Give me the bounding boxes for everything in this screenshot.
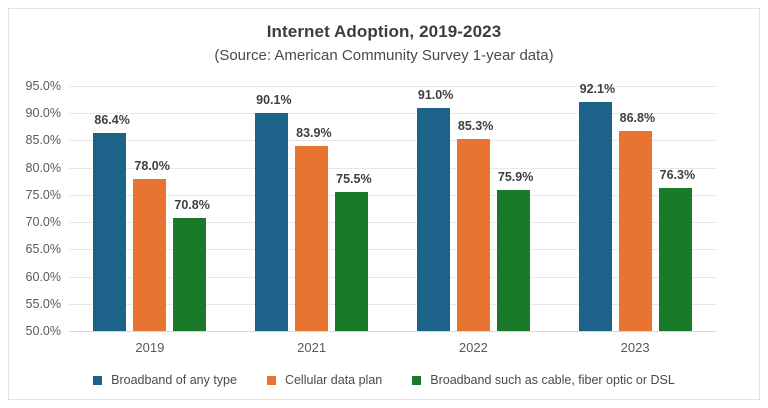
legend-label: Broadband such as cable, fiber optic or … [430, 373, 675, 387]
chart-legend: Broadband of any type Cellular data plan B… [9, 373, 759, 387]
y-axis-tick-label: 90.0% [25, 106, 61, 121]
legend-label: Cellular data plan [284, 373, 383, 387]
legend-swatch-icon [93, 375, 103, 385]
gridline [69, 249, 716, 251]
bar-value-label: 70.8% [174, 197, 210, 212]
y-axis-tick-label: 70.0% [25, 215, 61, 230]
x-axis-tick-label: 2023 [620, 340, 650, 355]
gridline [69, 86, 716, 87]
title-block: Internet Adoption, 2019-2023 (Source: Am… [9, 21, 759, 67]
y-axis-tick-label: 95.0% [25, 79, 61, 93]
y-axis-tick-label: 80.0% [25, 160, 61, 175]
bar[interactable] [578, 101, 612, 331]
bar[interactable] [618, 130, 652, 331]
legend-item[interactable]: Cellular data plan [266, 373, 383, 387]
bar-group: 91.0% 85.3% 75.9% 2022 [393, 86, 555, 355]
bar[interactable] [93, 132, 127, 331]
legend-item[interactable]: Broadband of any type [93, 373, 237, 387]
bar-group: 92.1% 86.8% 76.3% 2023 [554, 82, 716, 355]
gridline [69, 167, 716, 169]
y-axis-tick-label: 75.0% [25, 187, 61, 202]
legend-label: Broadband of any type [111, 373, 237, 387]
bar-value-label: 76.3% [659, 167, 696, 182]
legend-swatch-icon [412, 375, 422, 385]
y-axis-tick-label: 65.0% [25, 242, 61, 257]
bar-value-label: 75.5% [336, 172, 372, 187]
x-axis-tick-label: 2019 [135, 340, 165, 355]
page-title: Internet Adoption, 2019-2023 [266, 22, 502, 41]
y-axis-tick-label: 60.0% [25, 269, 61, 284]
legend-swatch-icon [266, 375, 276, 385]
gridline [69, 303, 716, 305]
bar-value-label: 85.3% [457, 118, 494, 133]
bar-value-label: 83.9% [296, 126, 332, 141]
bar-group: 86.4% 78.0% 70.8% 2019 [69, 86, 231, 355]
gridline [69, 194, 716, 196]
gridline [69, 331, 716, 332]
legend-item[interactable]: Broadband such as cable, fiber optic or … [412, 373, 675, 387]
bar-value-label: 92.1% [579, 81, 616, 96]
bar[interactable] [335, 192, 369, 331]
bar[interactable] [133, 178, 167, 331]
bar[interactable] [416, 107, 450, 331]
gridline [69, 113, 716, 115]
bar[interactable] [456, 138, 490, 331]
y-axis-tick-label: 85.0% [25, 133, 61, 148]
chart-frame: Internet Adoption, 2019-2023 (Source: Am… [8, 8, 760, 400]
bar-group: 90.1% 83.9% 75.5% 2021 [231, 86, 393, 355]
bar-value-label: 78.0% [134, 158, 170, 173]
bar[interactable] [255, 112, 289, 331]
gridline [69, 222, 716, 224]
bar-value-label: 75.9% [497, 169, 534, 184]
bar[interactable] [173, 217, 207, 331]
chart-subtitle: (Source: American Community Survey 1-yea… [214, 47, 554, 64]
gridline [69, 140, 716, 142]
bar[interactable] [658, 187, 692, 331]
bar-value-label: 86.4% [94, 112, 130, 127]
bar[interactable] [496, 190, 530, 331]
bar-value-label: 91.0% [417, 87, 454, 102]
plot-area: 95.0% 90.0% 85.0% 80.0% 75.0% 70.0% 65.0% 60.0%… [26, 79, 716, 355]
bar-value-label: 86.8% [619, 110, 656, 125]
bar-value-label: 90.1% [256, 92, 292, 107]
x-axis-tick-label: 2022 [458, 340, 488, 355]
x-axis-tick-label: 2021 [297, 340, 327, 355]
y-axis-tick-label: 50.0% [25, 324, 61, 338]
gridline [69, 276, 716, 278]
y-axis-tick-label: 55.0% [25, 296, 61, 311]
bar[interactable] [295, 146, 329, 331]
